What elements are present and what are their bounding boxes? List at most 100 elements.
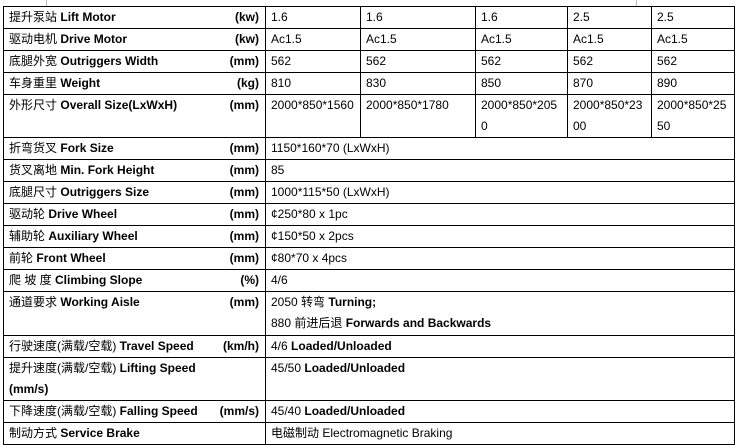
value-text: ¢80*70 x 4pcs [271,251,348,265]
value-cell: 870 [567,72,652,95]
value-cell: 2000*850*1780 [360,94,476,138]
label-english: Drive Wheel [48,207,118,221]
label-chinese: 下降速度(满载/空载) [9,404,117,418]
value-chinese: 880 前进后退 [271,316,343,330]
value-text: 1150*160*70 (LxWxH) [271,141,390,155]
table-row: 车身重里 Weight (kg) 810 830 850 870 890 [3,72,735,95]
row-label-cell: 驱动轮 Drive Wheel (mm) [3,203,266,226]
table-row: 前轮 Front Wheel (mm) ¢80*70 x 4pcs [3,247,735,270]
value-cell: 1.6 [360,6,476,29]
value-cell: Ac1.5 [265,28,361,51]
value-cell: Ac1.5 [651,28,735,51]
label-unit: (kg) [237,76,259,90]
value-cell: 2000*850*1560 [265,94,361,138]
row-label-cell: 底腿尺寸 Outriggers Size (mm) [3,181,266,204]
table-row: 提升速度(满载/空载) Lifting Speed (mm/s) 45/50 Loa… [3,357,735,401]
row-label-cell: 爬 坡 度 Climbing Slope (%) [3,269,266,292]
label-chinese: 驱动电机 [9,32,58,46]
value-cell: 45/40 Loaded/Unloaded [265,400,735,423]
label-chinese: 提升泵站 [9,10,58,24]
table-row: 提升泵站 Lift Motor (kw) 1.6 1.6 1.6 2.5 2.5 [3,6,735,29]
label-chinese: 制动方式 [9,426,58,440]
value-english: Electromagnetic Braking [322,426,453,440]
value-english: Turning; [328,295,377,309]
value-cell: 2000*850*2550 [651,94,735,138]
table-row: 驱动轮 Drive Wheel (mm) ¢250*80 x 1pc [3,203,735,226]
label-unit: (kw) [235,32,259,46]
table-row: 爬 坡 度 Climbing Slope (%) 4/6 [3,269,735,292]
value-text: ¢250*80 x 1pc [271,207,348,221]
label-unit: (kw) [235,10,259,24]
label-unit: (mm/s) [9,382,49,396]
row-label-cell: 底腿外宽 Outriggers Width (mm) [3,50,266,73]
label-chinese: 货叉离地 [9,163,58,177]
label-unit: (mm) [229,98,259,112]
page-edge-mark [636,0,637,6]
value-cell: 562 [567,50,652,73]
row-label-cell: 提升泵站 Lift Motor (kw) [3,6,266,29]
row-label-cell: 驱动电机 Drive Motor (kw) [3,28,266,51]
value-cell: 45/50 Loaded/Unloaded [265,357,735,401]
label-unit: (mm) [229,207,259,221]
label-unit: (km/h) [223,339,259,353]
row-label-cell: 外形尺寸 Overall Size(LxWxH) (mm) [3,94,266,138]
value-cell: 850 [475,72,568,95]
label-chinese: 前轮 [9,251,34,265]
label-unit: (mm) [229,229,259,243]
row-label-cell: 前轮 Front Wheel (mm) [3,247,266,270]
label-english: Lifting Speed [119,361,196,375]
row-label-cell: 通道要求 Working Aisle (mm) [3,291,266,336]
label-chinese: 辅助轮 [9,229,46,243]
label-chinese: 底腿尺寸 [9,185,58,199]
value-cell: 810 [265,72,361,95]
value-cell: 890 [651,72,735,95]
value-number: 45/50 [271,361,302,375]
table-row: 折弯货叉 Fork Size (mm) 1150*160*70 (LxWxH) [3,137,735,160]
value-chinese: 电磁制动 [271,426,320,440]
value-cell: 1000*115*50 (LxWxH) [265,181,735,204]
value-cell: Ac1.5 [360,28,476,51]
row-label-cell: 车身重里 Weight (kg) [3,72,266,95]
table-row: 驱动电机 Drive Motor (kw) Ac1.5 Ac1.5 Ac1.5 Ac1.5… [3,28,735,51]
label-chinese: 折弯货叉 [9,141,58,155]
label-unit: (mm) [229,295,259,309]
value-text: ¢150*50 x 2pcs [271,229,354,243]
label-english: Front Wheel [36,251,106,265]
value-cell: 562 [265,50,361,73]
table-row: 货叉离地 Min. Fork Height (mm) 85 [3,159,735,182]
label-english: Working Aisle [60,295,140,309]
label-unit: (mm) [229,163,259,177]
label-english: Min. Fork Height [60,163,155,177]
value-cell: 1.6 [265,6,361,29]
label-english: Auxiliary Wheel [48,229,138,243]
value-cell: ¢80*70 x 4pcs [265,247,735,270]
label-english: Drive Motor [60,32,128,46]
value-cell: 4/6 Loaded/Unloaded [265,335,735,358]
row-label-cell: 提升速度(满载/空载) Lifting Speed (mm/s) [3,357,266,401]
spec-table: 提升泵站 Lift Motor (kw) 1.6 1.6 1.6 2.5 2.5 驱动电机 D… [3,6,735,445]
label-english: Climbing Slope [55,273,143,287]
table-row: 行驶速度(满载/空载) Travel Speed (km/h) 4/6 Loaded… [3,335,735,358]
row-label-cell: 辅助轮 Auxiliary Wheel (mm) [3,225,266,248]
value-cell: Ac1.5 [475,28,568,51]
value-cell: 1.6 [475,6,568,29]
value-cell: 830 [360,72,476,95]
value-text: 1000*115*50 (LxWxH) [271,185,390,199]
table-row: 底腿尺寸 Outriggers Size (mm) 1000*115*50 (LxW… [3,181,735,204]
value-text: 4/6 [271,273,288,287]
label-unit: (mm) [229,54,259,68]
table-row: 下降速度(满载/空载) Falling Speed (mm/s) 45/40 Loa… [3,400,735,423]
table-row: 制动方式 Service Brake 电磁制动 Electromagnetic B… [3,422,735,445]
value-cell: Ac1.5 [567,28,652,51]
value-cell: 562 [651,50,735,73]
value-cell: 2050 转弯 Turning; 880 前进后退 Forwards and Ba… [265,291,735,336]
label-chinese: 外形尺寸 [9,98,58,112]
row-label-cell: 折弯货叉 Fork Size (mm) [3,137,266,160]
label-english: Weight [60,76,101,90]
value-cell: 2.5 [651,6,735,29]
table-row: 外形尺寸 Overall Size(LxWxH) (mm) 2000*850*156… [3,94,735,138]
label-unit: (%) [240,273,259,287]
value-chinese: 2050 转弯 [271,295,326,309]
value-number: 4/6 [271,339,288,353]
label-chinese: 车身重里 [9,76,58,90]
